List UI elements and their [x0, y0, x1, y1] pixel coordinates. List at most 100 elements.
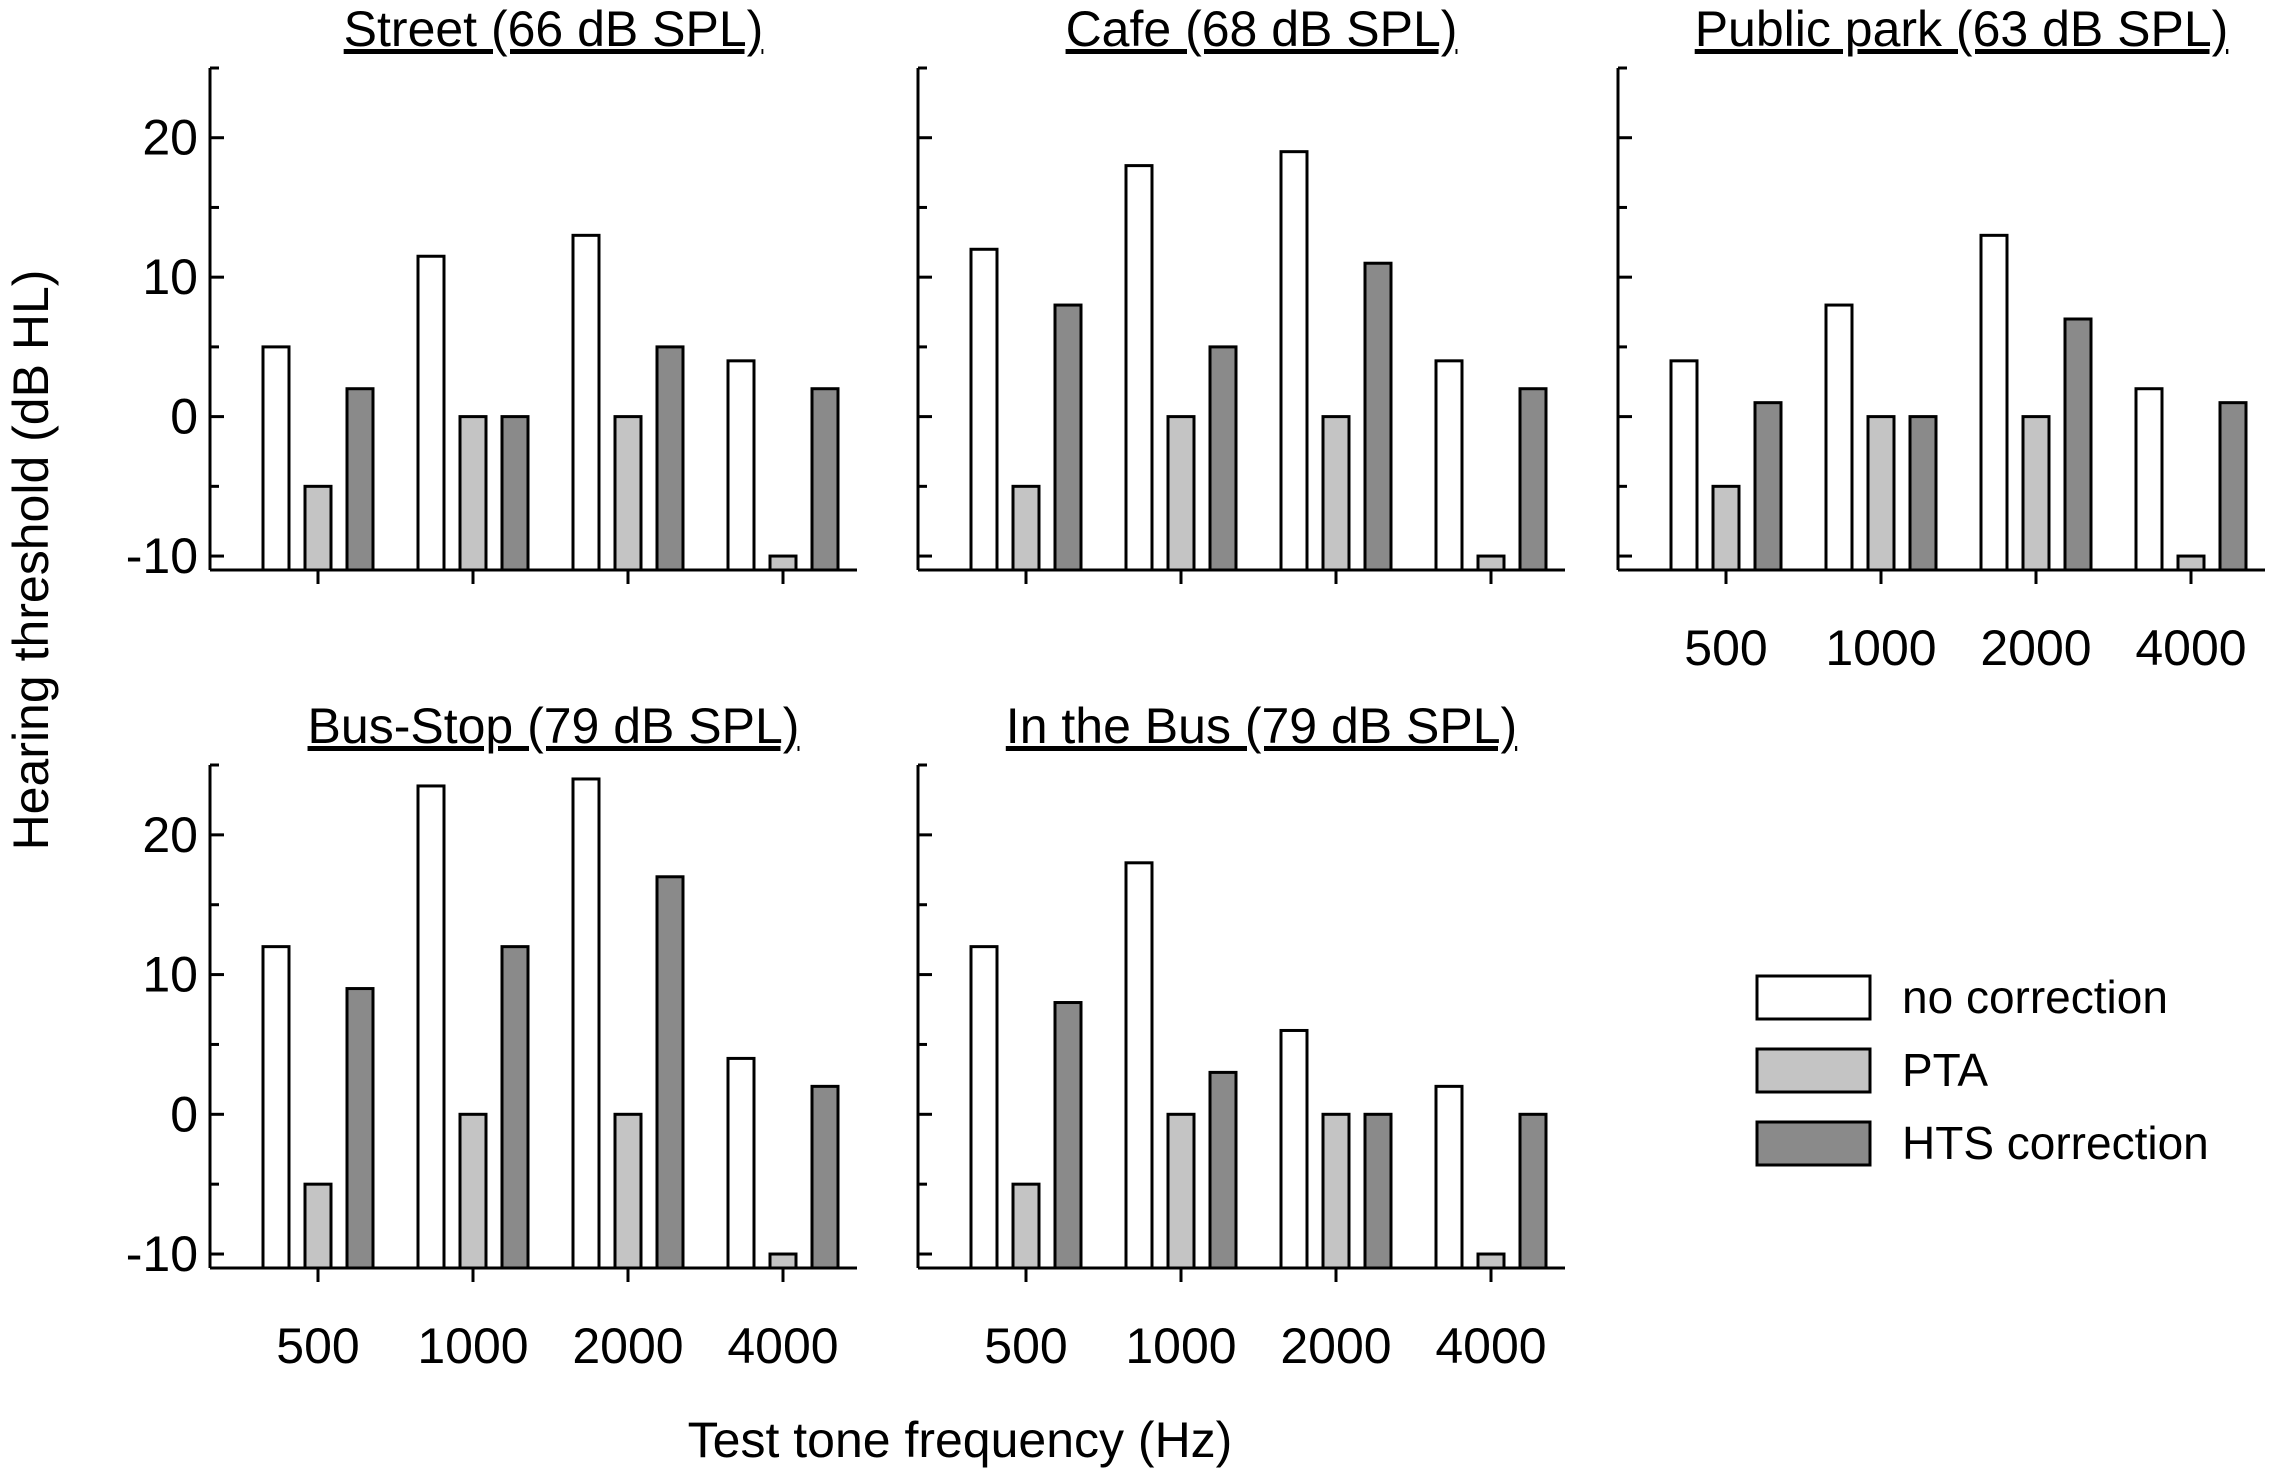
bar-pta-500: [303, 1182, 333, 1270]
bar-pta-1000: [458, 1112, 488, 1270]
bar-no-correction-500: [261, 945, 291, 1270]
bar-no-correction-500: [1669, 359, 1699, 572]
bar-hts-correction-500: [1753, 401, 1783, 572]
x-tick-label: 500: [276, 1318, 359, 1374]
bar-pta-1000: [1866, 415, 1896, 572]
panel-title: Street (66 dB SPL): [344, 1, 764, 57]
bar-hts-correction-2000: [1363, 261, 1393, 572]
bar-no-correction-4000: [726, 1056, 756, 1270]
bar-hts-correction-4000: [1518, 1112, 1548, 1270]
panel-title: In the Bus (79 dB SPL): [1006, 698, 1517, 754]
bar-hts-correction-500: [345, 987, 375, 1270]
bar-hts-correction-1000: [1208, 345, 1238, 572]
bar-hts-correction-1000: [1208, 1070, 1238, 1270]
bar-no-correction-2000: [1279, 150, 1309, 572]
bar-pta-1000: [1166, 1112, 1196, 1270]
bar-hts-correction-4000: [2218, 401, 2248, 572]
bar-pta-500: [303, 484, 333, 572]
x-axis-label: Test tone frequency (Hz): [688, 1412, 1233, 1468]
bar-hts-correction-2000: [2063, 317, 2093, 572]
panel-title: Bus-Stop (79 dB SPL): [308, 698, 800, 754]
panel-street-66-db-spl: Street (66 dB SPL) -10 0 10 20: [126, 1, 857, 584]
bar-hts-correction-500: [1053, 1001, 1083, 1270]
bar-no-correction-1000: [1824, 303, 1854, 572]
bar-pta-500: [1011, 1182, 1041, 1270]
bar-no-correction-1000: [416, 254, 446, 572]
y-tick-label: 20: [142, 807, 198, 863]
x-tick-label: 500: [1684, 620, 1767, 676]
legend-swatch-pta: [1755, 1047, 1872, 1094]
legend-label-hts-correction: HTS correction: [1902, 1117, 2209, 1169]
chart-panels: Street (66 dB SPL) -10 0 10 20 Cafe (68 dB SP…: [126, 1, 2265, 1374]
x-tick-label: 500: [984, 1318, 1067, 1374]
x-tick-label: 1000: [417, 1318, 528, 1374]
bar-no-correction-4000: [1434, 1084, 1464, 1270]
bar-hts-correction-1000: [500, 415, 530, 572]
y-tick-label: -10: [126, 528, 198, 584]
bar-no-correction-1000: [1124, 164, 1154, 572]
bar-no-correction-500: [969, 247, 999, 572]
legend-label-no-correction: no correction: [1902, 971, 2168, 1023]
bar-no-correction-2000: [571, 233, 601, 572]
bar-no-correction-500: [261, 345, 291, 572]
y-tick-label: -10: [126, 1226, 198, 1282]
bar-hts-correction-1000: [500, 945, 530, 1270]
y-tick-label: 0: [170, 389, 198, 445]
bar-hts-correction-4000: [810, 387, 840, 572]
panel-title: Public park (63 dB SPL): [1695, 1, 2229, 57]
bar-no-correction-4000: [1434, 359, 1464, 572]
bar-hts-correction-500: [1053, 303, 1083, 572]
legend-label-pta: PTA: [1902, 1044, 1988, 1096]
bar-no-correction-4000: [726, 359, 756, 572]
bar-pta-4000: [1476, 1252, 1506, 1270]
bar-no-correction-4000: [2134, 387, 2164, 572]
bar-pta-4000: [768, 1252, 798, 1270]
bar-hts-correction-1000: [1908, 415, 1938, 572]
bar-no-correction-500: [969, 945, 999, 1270]
bar-hts-correction-2000: [655, 345, 685, 572]
bar-pta-4000: [1476, 554, 1506, 572]
bar-pta-2000: [2021, 415, 2051, 572]
bar-pta-2000: [613, 1112, 643, 1270]
x-tick-label: 2000: [1280, 1318, 1391, 1374]
y-tick-label: 20: [142, 110, 198, 166]
bar-pta-2000: [1321, 415, 1351, 572]
bar-no-correction-2000: [571, 777, 601, 1270]
panel-bus-stop-79-db-spl: Bus-Stop (79 dB SPL) -10 0 10 20 500 1000 2000 4…: [126, 698, 857, 1374]
bar-hts-correction-2000: [655, 875, 685, 1270]
bar-pta-4000: [2176, 554, 2206, 572]
y-tick-label: 10: [142, 947, 198, 1003]
legend-swatch-hts-correction: [1755, 1120, 1872, 1167]
x-tick-label: 1000: [1825, 620, 1936, 676]
y-tick-label: 10: [142, 249, 198, 305]
bar-no-correction-1000: [416, 784, 446, 1270]
bar-pta-500: [1711, 484, 1741, 572]
bar-hts-correction-4000: [810, 1084, 840, 1270]
bar-pta-1000: [1166, 415, 1196, 572]
x-tick-label: 4000: [2135, 620, 2246, 676]
bar-no-correction-2000: [1279, 1028, 1309, 1270]
bar-hts-correction-4000: [1518, 387, 1548, 572]
x-tick-label: 1000: [1125, 1318, 1236, 1374]
panel-title: Cafe (68 dB SPL): [1066, 1, 1458, 57]
legend-swatch-no-correction: [1755, 974, 1872, 1021]
panel-public-park-63-db-spl: Public park (63 dB SPL) 500 1000 2000 4000: [1616, 1, 2265, 676]
x-tick-label: 2000: [572, 1318, 683, 1374]
y-axis-label: Hearing threshold (dB HL): [3, 270, 59, 851]
bar-pta-4000: [768, 554, 798, 572]
bar-pta-1000: [458, 415, 488, 572]
y-tick-label: 0: [170, 1086, 198, 1142]
bar-no-correction-1000: [1124, 861, 1154, 1270]
legend: no correction PTA HTS correction: [1755, 971, 2209, 1169]
bar-pta-2000: [613, 415, 643, 572]
bar-hts-correction-2000: [1363, 1112, 1393, 1270]
x-tick-label: 4000: [727, 1318, 838, 1374]
bar-hts-correction-500: [345, 387, 375, 572]
panel-in-the-bus-79-db-spl: In the Bus (79 dB SPL) 500 1000 2000 4000: [916, 698, 1565, 1374]
bar-no-correction-2000: [1979, 233, 2009, 572]
x-tick-label: 4000: [1435, 1318, 1546, 1374]
panel-cafe-68-db-spl: Cafe (68 dB SPL): [916, 1, 1565, 584]
bar-pta-500: [1011, 484, 1041, 572]
bar-pta-2000: [1321, 1112, 1351, 1270]
